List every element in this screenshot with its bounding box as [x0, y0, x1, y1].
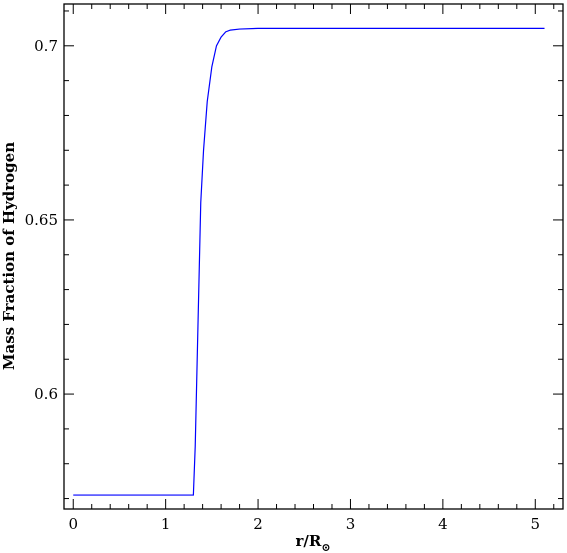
y-tick-label: 0.6	[34, 385, 58, 403]
x-axis-title: r/R⊙	[295, 532, 330, 553]
x-tick-label: 1	[161, 515, 171, 533]
x-axis-label: r/R	[295, 532, 321, 550]
x-tick-label: 0	[68, 515, 78, 533]
major-ticks	[64, 4, 563, 509]
y-tick-label: 0.65	[25, 211, 58, 229]
x-tick-label: 3	[346, 515, 356, 533]
x-tick-label: 2	[253, 515, 263, 533]
y-tick-label: 0.7	[34, 37, 58, 55]
hydrogen-fraction-line	[73, 27, 545, 496]
plot-frame	[63, 3, 564, 510]
minor-ticks	[64, 4, 563, 509]
y-tick-labels: 0.6 0.65 0.7	[25, 37, 58, 403]
x-tick-label: 5	[531, 515, 541, 533]
x-tick-label: 4	[438, 515, 448, 533]
x-tick-labels: 0 1 2 3 4 5	[68, 515, 540, 533]
y-axis-title: Mass Fraction of Hydrogen	[0, 142, 18, 370]
x-axis-label-subscript: ⊙	[321, 541, 330, 553]
